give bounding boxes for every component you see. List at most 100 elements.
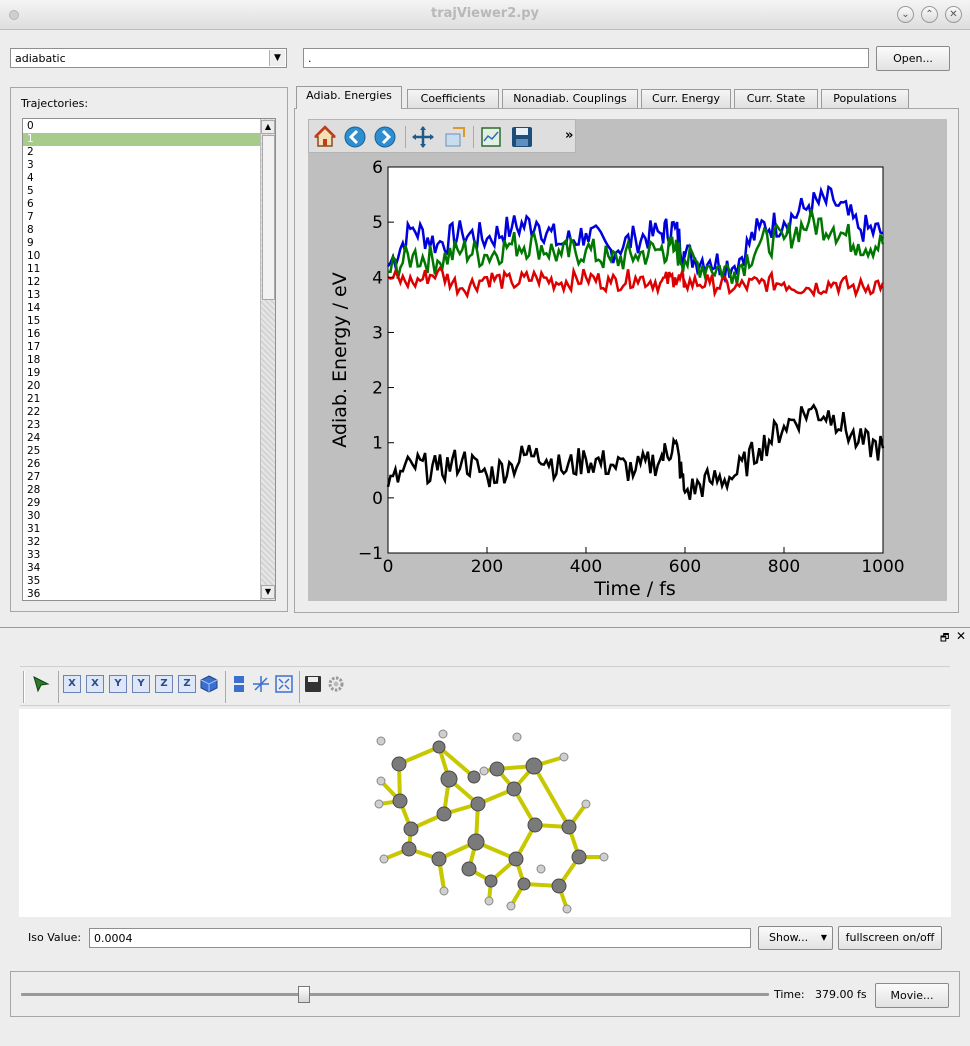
- tab-populations[interactable]: Populations: [821, 89, 909, 108]
- save-icon[interactable]: [510, 125, 534, 149]
- float-icon[interactable]: 🗗: [940, 633, 950, 644]
- list-item[interactable]: 35: [27, 575, 41, 587]
- list-item[interactable]: 6: [27, 198, 34, 210]
- trajectory-list[interactable]: 0 1 2 3 4 5 6 7 8 9 10 11 12 13 14 15 16 17 18 19 20 21 22 23 24…: [22, 118, 276, 601]
- list-item[interactable]: 20: [27, 380, 41, 392]
- time-value: 379.00 fs: [815, 988, 867, 1001]
- time-slider-track[interactable]: [21, 993, 769, 996]
- time-slider-handle[interactable]: [298, 986, 311, 1003]
- list-item[interactable]: 3: [27, 159, 34, 171]
- y-axis-icon[interactable]: Y: [109, 675, 127, 693]
- axes-icon[interactable]: [252, 675, 270, 693]
- scroll-down-icon[interactable]: ▼: [261, 585, 275, 599]
- scroll-thumb[interactable]: [262, 135, 275, 300]
- list-item[interactable]: 34: [27, 562, 41, 574]
- toolbar-separator: [225, 671, 226, 703]
- list-item[interactable]: 30: [27, 510, 41, 522]
- save-image-icon[interactable]: [304, 675, 322, 693]
- list-item[interactable]: 11: [27, 263, 41, 275]
- list-item[interactable]: 13: [27, 289, 41, 301]
- tab-coefficients[interactable]: Coefficients: [407, 89, 499, 108]
- z-axis-icon[interactable]: Z: [155, 675, 173, 693]
- list-scrollbar[interactable]: ▲ ▼: [260, 119, 275, 600]
- list-item[interactable]: 22: [27, 406, 41, 418]
- tab-adiab-energies[interactable]: Adiab. Energies: [296, 86, 402, 109]
- window-menu-icon[interactable]: [9, 10, 19, 20]
- list-item[interactable]: 9: [27, 237, 34, 249]
- list-item[interactable]: 10: [27, 250, 41, 262]
- x-axis-icon[interactable]: X: [63, 675, 81, 693]
- scroll-up-icon[interactable]: ▲: [261, 120, 275, 134]
- show-button[interactable]: Show... ▼: [758, 926, 833, 950]
- home-icon[interactable]: [313, 125, 337, 149]
- list-item[interactable]: 15: [27, 315, 41, 327]
- pan-icon[interactable]: [411, 125, 435, 149]
- list-item[interactable]: 2: [27, 146, 34, 158]
- list-item[interactable]: 26: [27, 458, 41, 470]
- settings-icon[interactable]: [327, 675, 345, 693]
- forward-icon[interactable]: [373, 125, 397, 149]
- dock-separator[interactable]: [0, 627, 970, 628]
- y-axis-label: Adiab. Energy / eV: [329, 272, 351, 447]
- list-item[interactable]: 28: [27, 484, 41, 496]
- y-tick-label: 4: [372, 268, 383, 288]
- minimize-icon[interactable]: ⌄: [897, 6, 914, 23]
- cube-icon[interactable]: [200, 675, 218, 693]
- list-item[interactable]: 14: [27, 302, 41, 314]
- list-item[interactable]: 7: [27, 211, 34, 223]
- list-item[interactable]: 19: [27, 367, 41, 379]
- close-icon[interactable]: ✕: [956, 629, 967, 643]
- close-window-icon[interactable]: ✕: [945, 6, 962, 23]
- list-item[interactable]: 25: [27, 445, 41, 457]
- title-bar[interactable]: trajViewer2.py ⌄ ⌃ ✕: [0, 0, 970, 30]
- list-item[interactable]: 29: [27, 497, 41, 509]
- tab-curr-state[interactable]: Curr. State: [734, 89, 818, 108]
- mode-combobox[interactable]: adiabatic ▼: [10, 48, 287, 68]
- tab-curr-energy[interactable]: Curr. Energy: [641, 89, 731, 108]
- list-item[interactable]: 17: [27, 341, 41, 353]
- chevron-down-icon[interactable]: ▼: [269, 50, 285, 66]
- molecule-viewer[interactable]: [19, 709, 951, 917]
- list-item[interactable]: 24: [27, 432, 41, 444]
- list-item[interactable]: 4: [27, 172, 34, 184]
- iso-value-input[interactable]: 0.0004: [89, 928, 751, 948]
- y-axis-reverse-icon[interactable]: Y: [132, 675, 150, 693]
- x-axis-label: Time / fs: [593, 578, 676, 600]
- list-item[interactable]: 32: [27, 536, 41, 548]
- list-item[interactable]: 31: [27, 523, 41, 535]
- pick-icon[interactable]: [32, 675, 50, 693]
- list-item[interactable]: 21: [27, 393, 41, 405]
- movie-button[interactable]: Movie...: [875, 983, 949, 1008]
- x-axis-reverse-icon[interactable]: X: [86, 675, 104, 693]
- list-item[interactable]: 33: [27, 549, 41, 561]
- parallel-projection-icon[interactable]: [230, 675, 248, 693]
- fit-view-icon[interactable]: [275, 675, 293, 693]
- list-item[interactable]: 8: [27, 224, 34, 236]
- list-item[interactable]: 23: [27, 419, 41, 431]
- time-label: Time:: [774, 988, 805, 1001]
- path-input[interactable]: .: [303, 48, 869, 68]
- list-item[interactable]: 0: [27, 120, 34, 132]
- z-axis-reverse-icon[interactable]: Z: [178, 675, 196, 693]
- back-icon[interactable]: [343, 125, 367, 149]
- list-item[interactable]: 18: [27, 354, 41, 366]
- fullscreen-button-label: fullscreen on/off: [845, 931, 935, 944]
- maximize-icon[interactable]: ⌃: [921, 6, 938, 23]
- toolbar-overflow-icon[interactable]: »: [565, 128, 574, 143]
- tab-nonadiab-couplings[interactable]: Nonadiab. Couplings: [502, 89, 638, 108]
- toolbar-separator: [299, 671, 300, 703]
- fullscreen-button[interactable]: fullscreen on/off: [838, 926, 942, 950]
- list-item[interactable]: 5: [27, 185, 34, 197]
- zoom-icon[interactable]: [443, 125, 467, 149]
- list-item[interactable]: 12: [27, 276, 41, 288]
- x-tick-label: 400: [570, 557, 602, 577]
- x-tick-label: 200: [471, 557, 503, 577]
- list-item[interactable]: 27: [27, 471, 41, 483]
- list-item[interactable]: 16: [27, 328, 41, 340]
- list-item[interactable]: 1: [23, 133, 260, 146]
- toolbar-handle[interactable]: [23, 671, 25, 703]
- open-button[interactable]: Open...: [876, 46, 950, 71]
- list-item[interactable]: 36: [27, 588, 41, 600]
- subplots-icon[interactable]: [479, 125, 503, 149]
- toolbar-separator: [405, 126, 406, 148]
